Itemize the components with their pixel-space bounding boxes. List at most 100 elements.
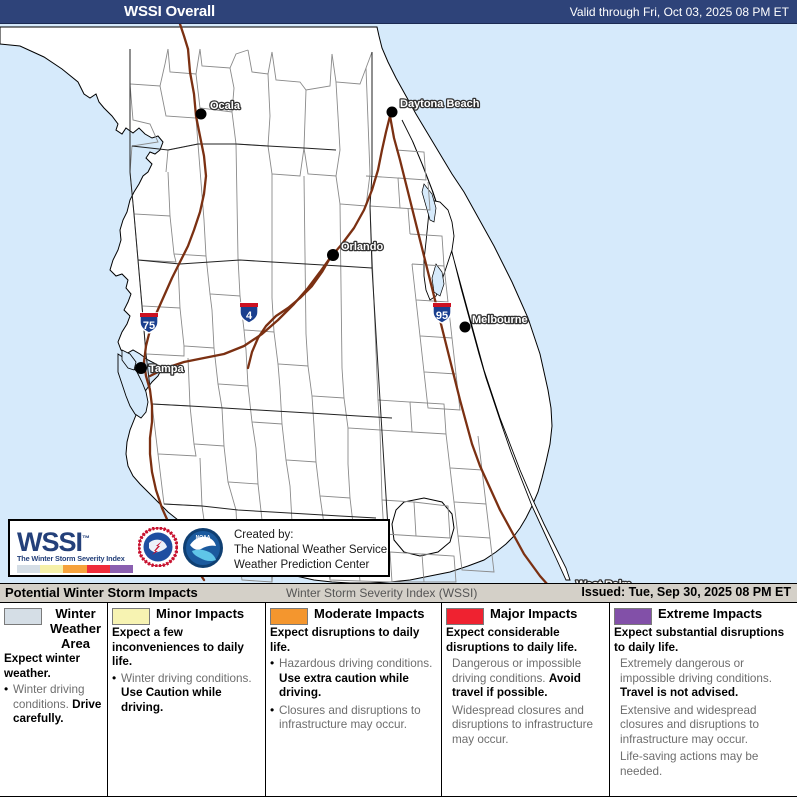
legend-item-plain: Closures and disruptions to infrastructu…: [279, 703, 421, 732]
legend-swatch-minor-impacts: [112, 608, 150, 625]
legend-swatch-moderate-impacts: [270, 608, 308, 625]
legend-list-minor-impacts: Winter driving conditions. Use Caution w…: [112, 671, 261, 716]
city-label-west-palm-beach: West Palm: [576, 579, 632, 583]
city-label-daytona-beach: Daytona Beach: [400, 98, 480, 110]
legend-item: Widespread closures and disruptions to i…: [446, 704, 605, 748]
legend-header: Potential Winter Storm Impacts Winter St…: [0, 584, 797, 603]
legend-column-extreme-impacts[interactable]: Extreme Impacts Expect substantial disru…: [610, 603, 797, 796]
legend-list-extreme-impacts: Extremely dangerous or impossible drivin…: [614, 657, 793, 779]
wssi-wordmark-text: WSSI: [17, 527, 83, 557]
legend-column-major-impacts[interactable]: Major Impacts Expect considerable disrup…: [442, 603, 610, 796]
legend-body-major-impacts: Expect considerable disruptions to daily…: [446, 626, 605, 747]
city-label-ocala: Ocala: [210, 100, 241, 112]
legend-body-extreme-impacts: Expect substantial disruptions to daily …: [614, 626, 793, 779]
wssi-logo: WSSI™ The Winter Storm Severity Index: [17, 525, 135, 573]
legend-item-bold: Drive carefully.: [13, 697, 102, 726]
wssi-trademark: ™: [82, 534, 90, 543]
legend-item-plain: Widespread closures and disruptions to i…: [452, 703, 593, 746]
title-bar: WSSI Overall Valid through Fri, Oct 03, …: [0, 0, 797, 24]
org-line-2: Weather Prediction Center: [234, 559, 370, 571]
city-markers: Ocala Daytona Beach Orlando Melbourne Ta…: [135, 97, 633, 583]
legend-item: Life-saving actions may be needed.: [614, 750, 793, 779]
legend-item: Winter driving conditions. Use Caution w…: [112, 671, 261, 716]
florida-landmass: [0, 26, 553, 583]
svg-text:NOAA: NOAA: [196, 535, 211, 541]
city-dot-tampa: [135, 362, 147, 374]
created-by-block: Created by: The National Weather Service…: [234, 528, 387, 573]
wssi-credit-box: WSSI™ The Winter Storm Severity Index: [8, 519, 390, 577]
legend-item-plain: Extensive and widespread closures and di…: [620, 703, 760, 746]
interstate-shield-4: 4: [236, 300, 262, 326]
wssi-color-strip: [17, 565, 134, 573]
i95-route: [388, 114, 548, 583]
legend-item-plain: Winter driving conditions.: [13, 683, 85, 711]
legend-item-plain: Extremely dangerous or impossible drivin…: [620, 657, 773, 685]
strip-major: [86, 565, 110, 573]
noaa-seal: NOAA: [183, 528, 223, 568]
mosquito-lagoon: [421, 183, 437, 223]
national-weather-service-seal: [138, 527, 178, 567]
org-line-1: The National Weather Service: [234, 544, 388, 556]
legend-column-minor-impacts[interactable]: Minor Impacts Expect a few inconvenience…: [108, 603, 266, 796]
region-boundaries: [129, 49, 393, 529]
legend-column-winter-weather-area[interactable]: Winter Weather Area Expect winter weathe…: [0, 603, 108, 796]
legend-item-bold: Use Caution while driving.: [121, 686, 222, 714]
city-dot-melbourne: [459, 321, 471, 333]
interstate-number-75: 75: [142, 320, 156, 332]
legend-item-plain: Winter driving conditions.: [121, 671, 252, 685]
legend-swatch-major-impacts: [446, 608, 484, 625]
legend-body-moderate-impacts: Expect disruptions to daily life. Hazard…: [270, 626, 437, 733]
legend-head-moderate-impacts: Moderate Impacts: [270, 606, 437, 625]
legend-head-extreme-impacts: Extreme Impacts: [614, 606, 793, 625]
legend-item: Extremely dangerous or impossible drivin…: [614, 657, 793, 701]
strip-minor: [40, 565, 64, 573]
legend-lead-extreme-impacts: Expect substantial disruptions to daily …: [614, 626, 785, 654]
i4-route: [148, 114, 392, 378]
legend-head-winter-weather-area: Winter Weather Area: [4, 606, 103, 651]
city-dot-ocala: [195, 108, 207, 120]
legend-item: Hazardous driving conditions. Use extra …: [270, 656, 437, 701]
legend-list-moderate-impacts: Hazardous driving conditions. Use extra …: [270, 656, 437, 733]
interstate-number-4: 4: [245, 310, 253, 322]
created-by-label: Created by:: [234, 529, 294, 541]
legend-title-major-impacts: Major Impacts: [490, 606, 578, 621]
wssi-wordmark: WSSI™: [17, 525, 135, 556]
lagoon-inner: [431, 263, 445, 297]
strip-winter-weather: [17, 565, 41, 573]
legend-item: Closures and disruptions to infrastructu…: [270, 703, 437, 733]
tampa-bay-upper: [121, 349, 137, 371]
legend-title-winter-weather-area: Winter Weather Area: [49, 606, 102, 651]
legend-item-plain: Dangerous or impossible driving conditio…: [452, 657, 582, 685]
indian-river-lagoon: [401, 119, 571, 581]
legend-title-moderate-impacts: Moderate Impacts: [314, 606, 425, 621]
interstate-shield-95: 95: [429, 300, 455, 326]
county-boundaries: [129, 48, 495, 583]
legend-item: Extensive and widespread closures and di…: [614, 704, 793, 748]
city-label-tampa: Tampa: [149, 363, 185, 375]
strip-extreme: [109, 565, 134, 573]
legend-item-bold: Use extra caution while driving.: [279, 671, 409, 700]
legend-columns: Winter Weather Area Expect winter weathe…: [0, 603, 797, 797]
legend-body-minor-impacts: Expect a few inconveniences to daily lif…: [112, 626, 261, 715]
valid-through-text: Valid through Fri, Oct 03, 2025 08 PM ET: [569, 5, 789, 19]
legend-panel: Potential Winter Storm Impacts Winter St…: [0, 583, 797, 797]
map-canvas[interactable]: Ocala Daytona Beach Orlando Melbourne Ta…: [0, 24, 797, 583]
legend-item-bold: Travel is not advised.: [620, 686, 739, 699]
legend-lead-moderate-impacts: Expect disruptions to daily life.: [270, 626, 420, 654]
legend-swatch-extreme-impacts: [614, 608, 652, 625]
legend-item-plain: Hazardous driving conditions.: [279, 657, 433, 670]
northern-route: [178, 24, 190, 51]
strip-moderate: [63, 565, 87, 573]
legend-item-plain: Life-saving actions may be needed.: [620, 750, 759, 778]
legend-issued-text: Issued: Tue, Sep 30, 2025 08 PM ET: [581, 585, 791, 599]
city-label-orlando: Orlando: [341, 241, 383, 253]
legend-head-major-impacts: Major Impacts: [446, 606, 605, 625]
legend-title-minor-impacts: Minor Impacts: [156, 606, 245, 621]
legend-column-moderate-impacts[interactable]: Moderate Impacts Expect disruptions to d…: [266, 603, 442, 796]
florida-map-svg: Ocala Daytona Beach Orlando Melbourne Ta…: [0, 24, 797, 583]
legend-item-bold: Avoid travel if possible.: [452, 671, 581, 700]
legend-lead-minor-impacts: Expect a few inconveniences to daily lif…: [112, 626, 244, 668]
wssi-tagline: The Winter Storm Severity Index: [17, 554, 125, 563]
legend-head-minor-impacts: Minor Impacts: [112, 606, 261, 625]
